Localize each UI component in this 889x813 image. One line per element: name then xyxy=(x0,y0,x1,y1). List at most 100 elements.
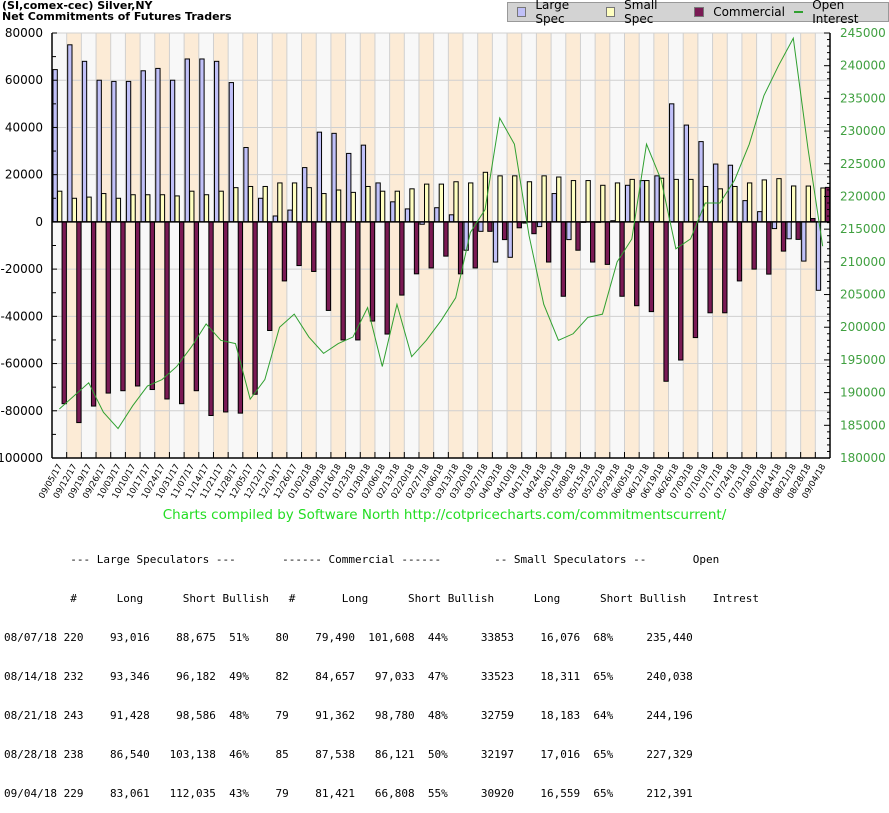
large-spec-bar xyxy=(214,61,218,222)
commercial-bar xyxy=(385,222,389,334)
small-spec-bar xyxy=(527,182,531,222)
y2-tick-label: 200000 xyxy=(840,320,886,334)
commercial-bar xyxy=(546,222,550,262)
large-spec-bar xyxy=(273,216,277,222)
small-spec-bar xyxy=(630,179,634,222)
large-spec-bar xyxy=(112,81,116,221)
small-spec-bar xyxy=(645,181,649,222)
large-spec-bar xyxy=(728,165,732,222)
commercial-bar xyxy=(356,222,360,340)
commercial-bar xyxy=(414,222,418,274)
small-spec-bar xyxy=(542,176,546,222)
large-spec-bar xyxy=(156,68,160,221)
small-spec-bar xyxy=(87,197,91,222)
chart-plot: 800006000040000200000-20000-40000-60000-… xyxy=(0,0,889,505)
large-spec-bar xyxy=(229,83,233,222)
large-spec-bar xyxy=(802,222,806,261)
commercial-bar xyxy=(605,222,609,265)
commercial-bar xyxy=(253,222,257,394)
small-spec-bar xyxy=(586,181,590,222)
commercial-bar xyxy=(649,222,653,312)
commercial-bar xyxy=(693,222,697,338)
large-spec-bar xyxy=(684,125,688,222)
large-spec-bar xyxy=(53,70,57,222)
commercial-bar xyxy=(752,222,756,269)
commercial-bar xyxy=(370,222,374,321)
data-table: --- Large Speculators --- ------ Commerc… xyxy=(4,527,759,813)
large-spec-bar xyxy=(449,215,453,222)
small-spec-bar xyxy=(747,183,751,222)
large-spec-bar xyxy=(816,222,820,290)
large-spec-bar xyxy=(787,222,791,239)
small-spec-bar xyxy=(659,178,663,222)
commercial-bar xyxy=(708,222,712,313)
small-spec-bar xyxy=(248,186,252,221)
commercial-bar xyxy=(825,187,829,222)
small-spec-bar xyxy=(733,186,737,221)
small-spec-bar xyxy=(410,189,414,222)
y2-tick-label: 225000 xyxy=(840,157,886,171)
large-spec-bar xyxy=(141,71,145,222)
large-spec-bar xyxy=(391,202,395,222)
table-header-2: # Long Short Bullish # Long Short Bullis… xyxy=(4,592,759,605)
small-spec-bar xyxy=(278,183,282,222)
y2-tick-label: 215000 xyxy=(840,222,886,236)
large-spec-bar xyxy=(670,104,674,222)
large-spec-bar xyxy=(714,164,718,222)
commercial-bar xyxy=(561,222,565,296)
commercial-bar xyxy=(502,222,506,240)
small-spec-bar xyxy=(425,184,429,222)
commercial-bar xyxy=(635,222,639,306)
small-spec-bar xyxy=(292,183,296,222)
table-row: 08/14/18 232 93,346 96,182 49% 82 84,657… xyxy=(4,670,759,683)
y2-tick-label: 190000 xyxy=(840,386,886,400)
commercial-bar xyxy=(62,222,66,404)
large-spec-bar xyxy=(317,132,321,222)
commercial-bar xyxy=(135,222,139,386)
small-spec-bar xyxy=(366,186,370,221)
y-tick-label: -100000 xyxy=(0,451,43,465)
large-spec-bar xyxy=(772,222,776,229)
small-spec-bar xyxy=(395,191,399,222)
small-spec-bar xyxy=(263,186,267,221)
large-spec-bar xyxy=(552,194,556,222)
large-spec-bar xyxy=(479,222,483,231)
large-spec-bar xyxy=(97,80,101,222)
y2-tick-label: 220000 xyxy=(840,189,886,203)
credit-line: Charts compiled by Software North http:/… xyxy=(0,507,889,523)
large-spec-bar xyxy=(126,81,130,221)
large-spec-bar xyxy=(185,59,189,222)
commercial-bar xyxy=(664,222,668,381)
large-spec-bar xyxy=(625,185,629,222)
commercial-bar xyxy=(312,222,316,272)
commercial-bar xyxy=(150,222,154,390)
small-spec-bar xyxy=(513,176,517,222)
large-spec-bar xyxy=(244,148,248,222)
large-spec-bar xyxy=(405,209,409,222)
background-stripe xyxy=(786,33,801,458)
background-stripe xyxy=(478,33,493,458)
y2-tick-label: 180000 xyxy=(840,451,886,465)
y-tick-label: -60000 xyxy=(0,357,43,371)
small-spec-bar xyxy=(718,189,722,222)
y2-tick-label: 195000 xyxy=(840,353,886,367)
large-spec-bar xyxy=(493,222,497,262)
table-row: 08/28/18 238 86,540 103,138 46% 85 87,53… xyxy=(4,748,759,761)
background-stripe xyxy=(522,33,537,458)
commercial-bar xyxy=(209,222,213,416)
commercial-bar xyxy=(473,222,477,268)
y2-tick-label: 230000 xyxy=(840,124,886,138)
commercial-bar xyxy=(106,222,110,393)
large-spec-bar xyxy=(200,59,204,222)
small-spec-bar xyxy=(806,186,810,222)
commercial-bar xyxy=(224,222,228,412)
large-spec-bar xyxy=(288,210,292,222)
table-row: 08/21/18 243 91,428 98,586 48% 79 91,362… xyxy=(4,709,759,722)
y-tick-label: 40000 xyxy=(5,120,43,134)
y2-tick-label: 245000 xyxy=(840,26,886,40)
large-spec-bar xyxy=(68,45,72,222)
commercial-bar xyxy=(268,222,272,331)
small-spec-bar xyxy=(219,191,223,222)
commercial-bar xyxy=(737,222,741,281)
small-spec-bar xyxy=(351,192,355,222)
